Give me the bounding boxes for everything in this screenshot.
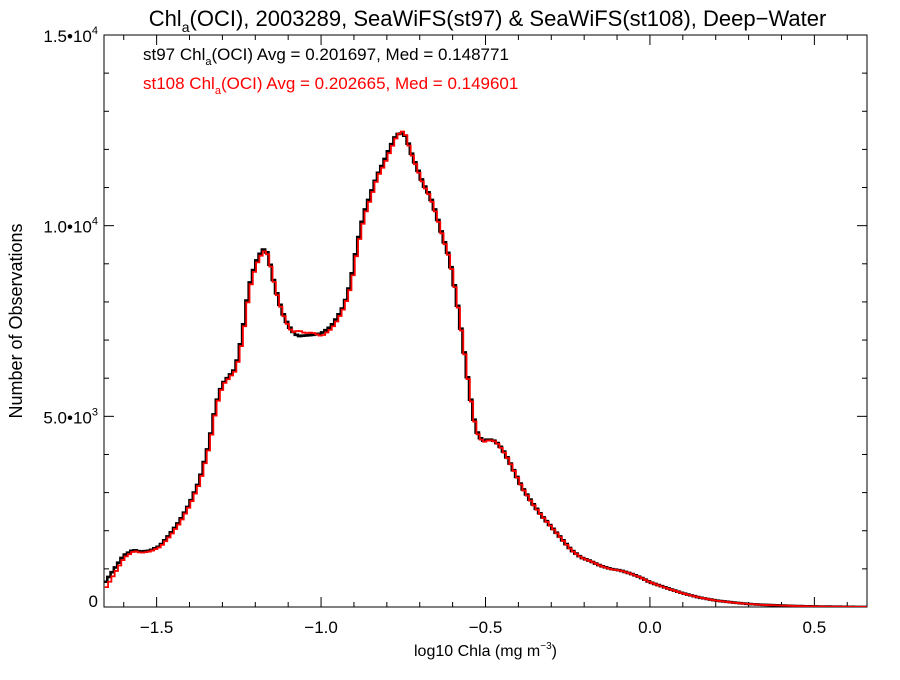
axis-ticks	[104, 34, 867, 608]
x-tick-label: 0.0	[638, 618, 662, 637]
stats-annotation: st108 Chla(OCI) Avg = 0.202665, Med = 0.…	[143, 74, 518, 97]
y-tick-label: 5.0•103	[43, 406, 98, 427]
x-axis-label: log10 Chla (mg m−3)	[414, 641, 557, 660]
y-tick-label: 1.5•104	[43, 25, 98, 46]
series-line-st97	[104, 132, 867, 607]
x-tick-label: 0.5	[803, 618, 827, 637]
x-tick-label: −0.5	[469, 618, 503, 637]
x-tick-label: −1.5	[140, 618, 174, 637]
y-tick-label: 0	[89, 592, 98, 611]
x-tick-label: −1.0	[304, 618, 338, 637]
y-axis-label: Number of Observations	[6, 223, 26, 418]
plot-frame	[103, 34, 868, 608]
stats-annotation: st97 Chla(OCI) Avg = 0.201697, Med = 0.1…	[143, 45, 509, 68]
series-line-st108	[104, 130, 867, 607]
y-tick-label: 1.0•104	[43, 216, 98, 237]
chart-title: Chla(OCI), 2003289, SeaWiFS(st97) & SeaW…	[149, 6, 827, 35]
